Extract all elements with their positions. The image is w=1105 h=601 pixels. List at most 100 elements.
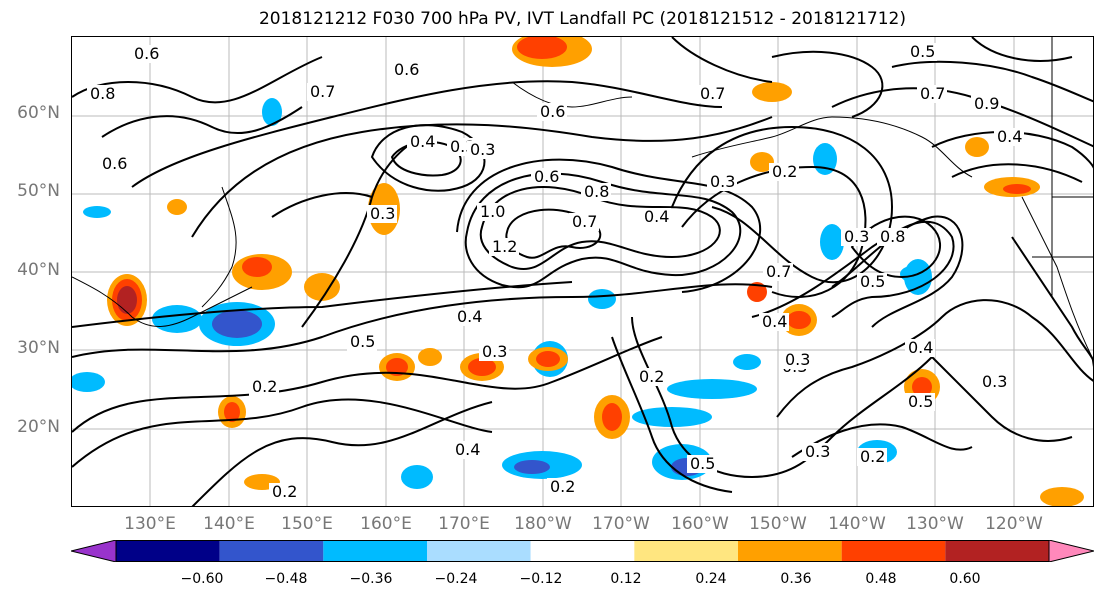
colorbar-bin <box>323 540 427 562</box>
contour-label: 0.7 <box>310 82 335 101</box>
contour-label: 0.2 <box>252 377 277 396</box>
colorbar-tick: −0.48 <box>264 571 308 587</box>
contour-label-bg <box>87 85 117 103</box>
colorbar <box>71 540 1094 562</box>
contour-label-bg <box>367 205 397 223</box>
contour-label: 0.6 <box>102 154 127 173</box>
colorbar-tick: 0.12 <box>610 571 642 587</box>
contour-label-bg <box>687 455 717 473</box>
contour-label-bg <box>467 141 497 159</box>
contour-label: 0.6 <box>540 102 565 121</box>
contour-label-bg <box>479 343 509 361</box>
contour-label: 1.2 <box>492 237 517 256</box>
colorbar-bin <box>841 540 946 562</box>
contour-label: 0.2 <box>550 477 575 496</box>
contour-label: 0.2 <box>639 367 664 386</box>
contour-label: 0.7 <box>700 84 725 103</box>
contour-label: 0.4 <box>644 207 669 226</box>
contour-label: 0.3 <box>982 372 1007 391</box>
contour-label: 0.4 <box>762 312 787 331</box>
contour-label-bg <box>99 155 129 173</box>
colorbar-extend-low <box>71 540 117 562</box>
lon-label: 150°E <box>281 514 333 534</box>
contour-label-bg <box>769 163 799 181</box>
contour-label: 0.4 <box>410 132 435 151</box>
contour-label: 0.3 <box>710 172 735 191</box>
contour-label-bg <box>347 333 377 351</box>
contour-label-bg <box>269 483 299 501</box>
contour-label-bg <box>802 443 832 461</box>
contour-label-bg <box>759 313 789 331</box>
contour-label: 0.8 <box>90 84 115 103</box>
contour-label-bg <box>763 263 793 281</box>
contour-label-bg <box>477 203 507 221</box>
contour-label-bg <box>994 128 1024 146</box>
lon-label: 160°E <box>360 514 412 534</box>
contour-label: 0.6 <box>534 167 559 186</box>
contour-label: 0.5 <box>908 392 933 411</box>
colorbar-bin <box>427 540 531 562</box>
contour-label-bg <box>391 61 421 79</box>
contour-label: 0.5 <box>860 272 885 291</box>
contour-label: 0.4 <box>457 307 482 326</box>
lon-label: 140°W <box>828 514 886 534</box>
colorbar-bin <box>738 540 842 562</box>
contour-label: 0.4 <box>455 440 480 459</box>
lat-label: 30°N <box>17 338 60 358</box>
colorbar-bin <box>116 540 220 562</box>
colorbar-bin <box>634 540 738 562</box>
lat-label: 50°N <box>17 181 60 201</box>
contour-label-bg <box>454 308 484 326</box>
contour-label-bg <box>877 228 907 246</box>
lon-label: 130°E <box>124 514 176 534</box>
colorbar-tick: 0.36 <box>780 571 812 587</box>
lon-label: 170°E <box>438 514 490 534</box>
contour-label-bg <box>636 368 666 386</box>
contour-label: 0.4 <box>908 338 933 357</box>
contour-label-bg <box>857 273 887 291</box>
contour-label: 0.3 <box>482 342 507 361</box>
contour-label: 0.8 <box>880 227 905 246</box>
contour-label-bg <box>531 168 561 186</box>
map-svg: 0.80.60.70.60.60.50.70.90.40.30.60.30.70… <box>72 37 1093 506</box>
contour-label: 0.3 <box>785 350 810 369</box>
contour-label: 0.3 <box>370 204 395 223</box>
lon-label: 120°W <box>985 514 1043 534</box>
contour-labels: 0.80.60.70.60.60.50.70.90.40.30.60.30.70… <box>87 42 1024 501</box>
colorbar-extend-high <box>1048 540 1094 562</box>
colorbar-tick: −0.12 <box>519 571 563 587</box>
contour-label: 1.0 <box>480 202 505 221</box>
lat-label: 20°N <box>17 417 60 437</box>
lon-label: 170°W <box>592 514 650 534</box>
lon-label: 130°W <box>906 514 964 534</box>
contour-label-bg <box>707 173 737 191</box>
contour-label-bg <box>917 85 947 103</box>
contour-label-bg <box>905 339 935 357</box>
contour-label-bg <box>547 478 577 496</box>
contour-label-bg <box>971 95 1001 113</box>
contour-label-bg <box>489 238 519 256</box>
lat-label: 60°N <box>17 103 60 123</box>
lat-label: 40°N <box>17 260 60 280</box>
colorbar-outline <box>115 540 1050 562</box>
colorbar-tick: −0.24 <box>434 571 478 587</box>
contour-label: 0.2 <box>272 482 297 501</box>
map-panel: 0.8 0.6 0.7 0.6 0.6 0.5 0.7 0.9 0.4 0.3 0.6 0.3 0.7 0… <box>71 36 1094 507</box>
contour-label-bg <box>697 85 727 103</box>
contour-label: 0.6 <box>394 60 419 79</box>
colorbar-tick: 0.24 <box>695 571 727 587</box>
contour-label: 0.8 <box>584 182 609 201</box>
contour-label-bg <box>857 448 887 466</box>
contour-label-bg <box>249 378 279 396</box>
contour-label: 0.6 <box>134 44 159 63</box>
contour-label-bg <box>905 393 935 411</box>
contour-label: 0.7 <box>572 212 597 231</box>
colorbar-tick: −0.36 <box>349 571 393 587</box>
lon-label: 150°W <box>749 514 807 534</box>
contour-label-bg <box>452 441 482 459</box>
colorbar-bin <box>945 540 1049 562</box>
contour-label-bg <box>782 351 812 369</box>
contour-label-bg <box>979 373 1009 391</box>
contour-label-bg <box>641 208 671 226</box>
contour-label: 0.9 <box>974 94 999 113</box>
